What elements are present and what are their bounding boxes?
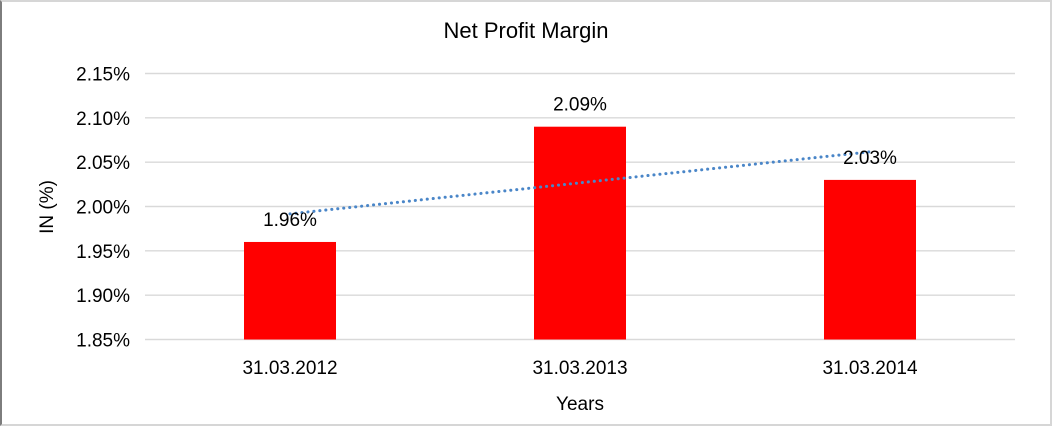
bar — [244, 241, 336, 340]
y-tick-label: 2.05% — [76, 153, 130, 174]
bar-value-label: 1.96% — [263, 210, 317, 231]
y-tick-label: 1.85% — [76, 331, 130, 352]
y-tick-label: 1.90% — [76, 286, 130, 307]
bar-value-label: 2.03% — [843, 148, 897, 169]
y-tick-label: 2.10% — [76, 109, 130, 130]
bar — [824, 179, 916, 340]
x-tick-label: 31.03.2012 — [242, 358, 337, 379]
y-tick-label: 2.15% — [76, 65, 130, 86]
x-axis-title: Years — [556, 394, 604, 415]
trendline — [288, 150, 872, 216]
bar — [534, 126, 626, 340]
y-tick-label: 2.00% — [76, 198, 130, 219]
chart-title: Net Profit Margin — [443, 18, 609, 43]
x-tick-label: 31.03.2014 — [822, 358, 918, 379]
bar-value-label: 2.09% — [553, 95, 607, 116]
y-tick-label: 1.95% — [76, 242, 130, 263]
x-tick-label: 31.03.2013 — [532, 358, 627, 379]
